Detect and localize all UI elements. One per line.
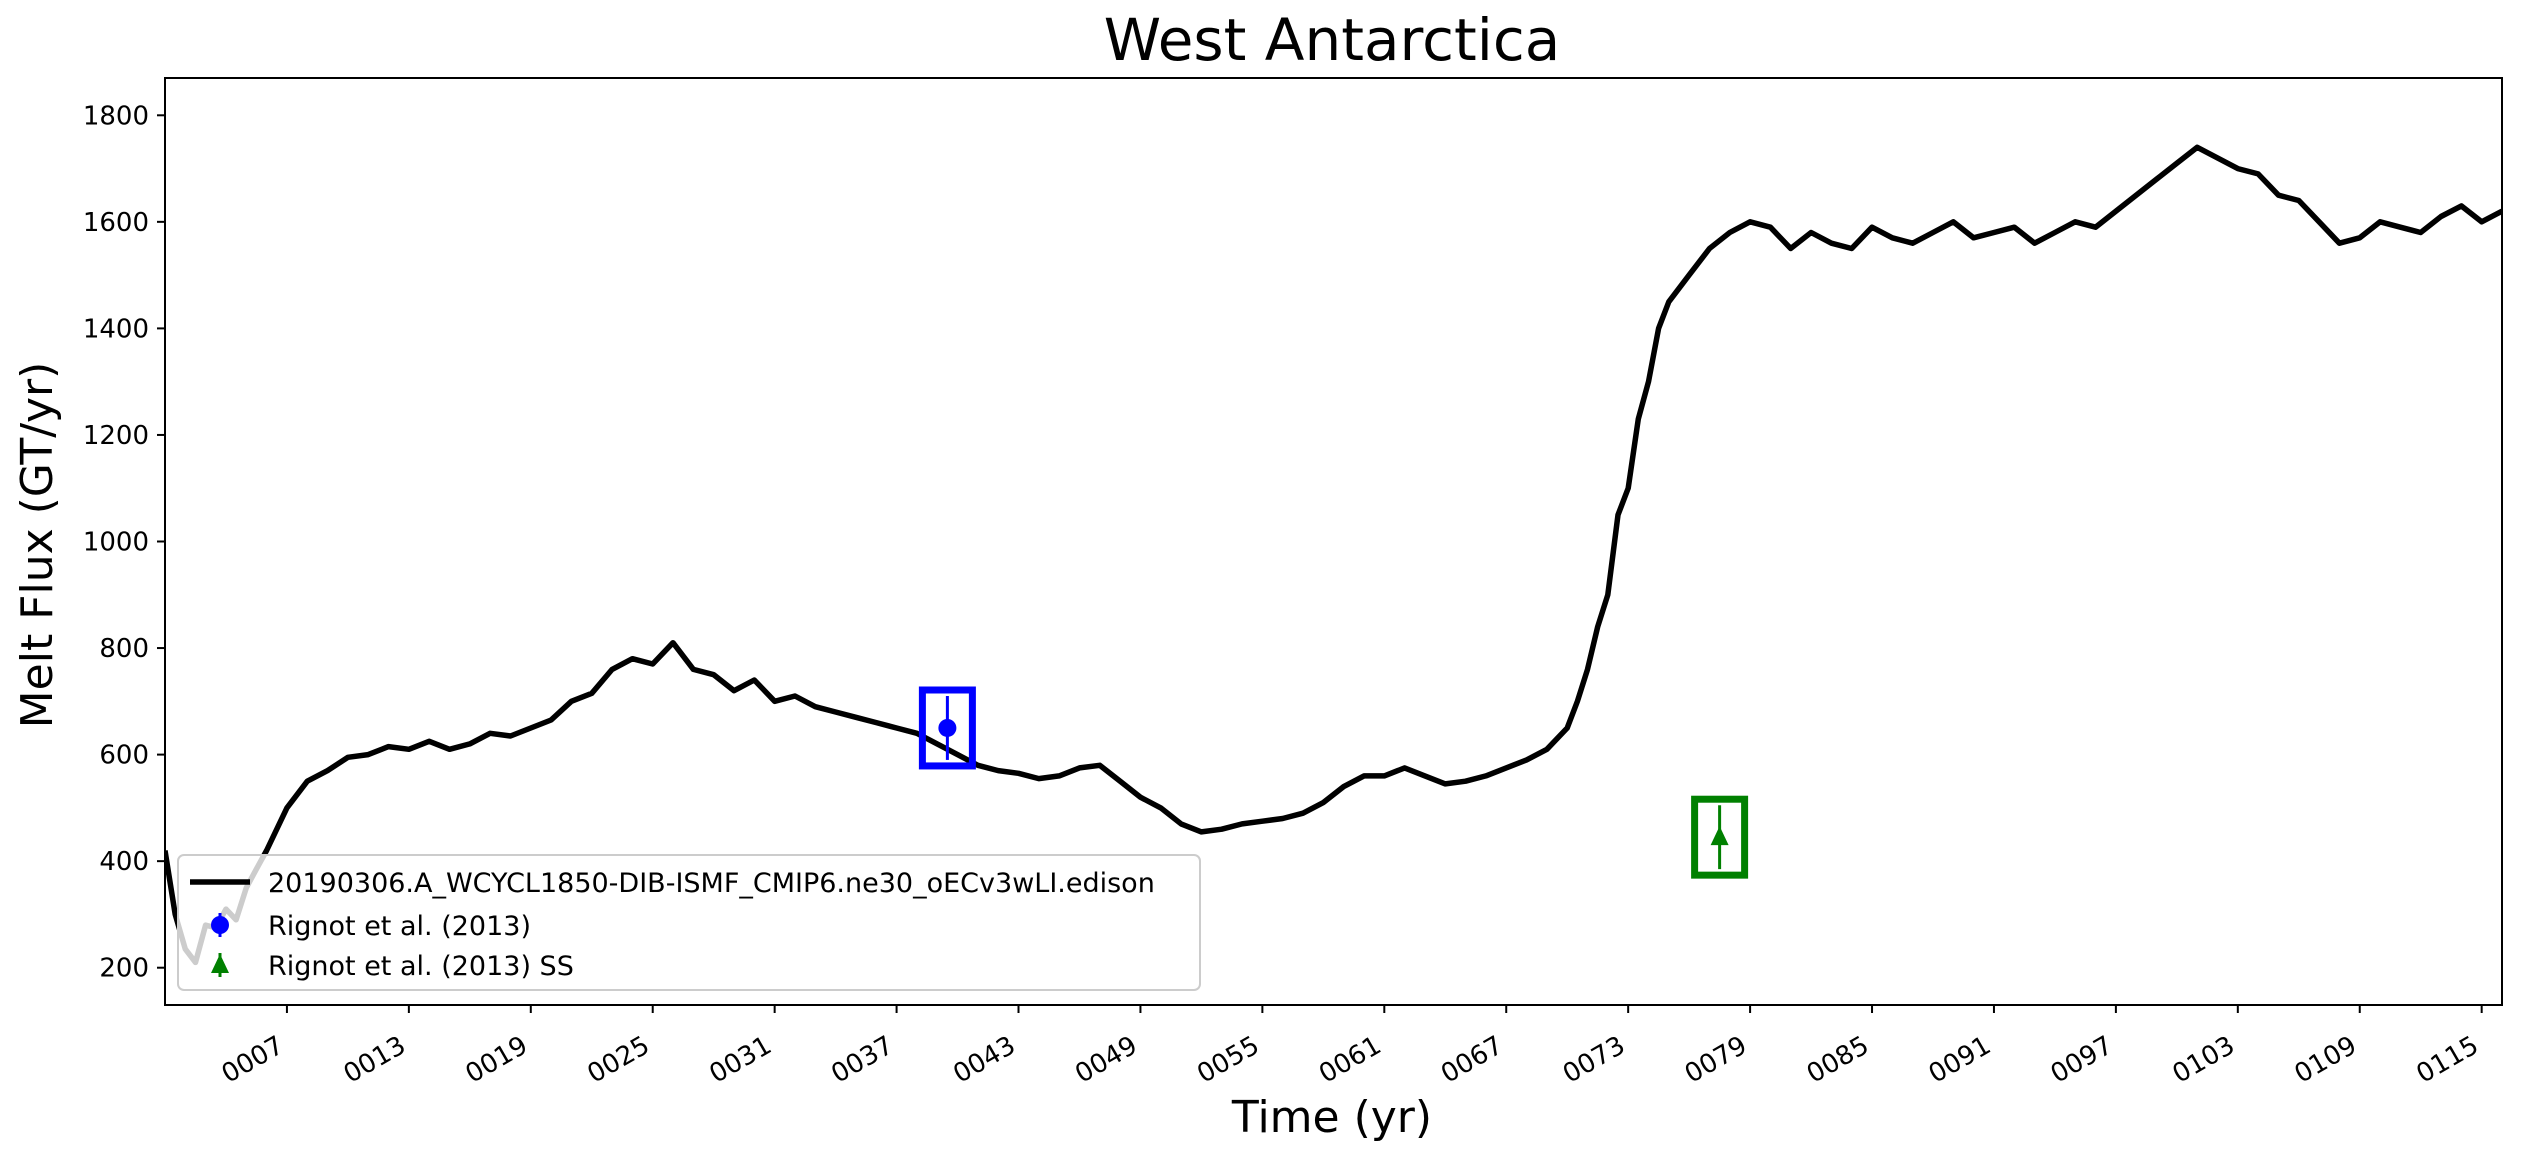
x-tick-label: 0031 (704, 1031, 776, 1090)
legend-label-obs-1: Rignot et al. (2013) SS (268, 951, 574, 982)
legend-label-series: 20190306.A_WCYCL1850-DIB-ISMF_CMIP6.ne30… (268, 868, 1155, 899)
y-axis-label: Melt Flux (GT/yr) (12, 362, 63, 729)
legend: 20190306.A_WCYCL1850-DIB-ISMF_CMIP6.ne30… (177, 854, 1201, 991)
x-tick-label: 0037 (826, 1031, 898, 1090)
x-tick-label: 0067 (1436, 1031, 1508, 1090)
x-tick-label: 0073 (1558, 1031, 1630, 1090)
x-axis-label: Time (yr) (1231, 1092, 1432, 1143)
series-line-0 (165, 144, 2502, 966)
x-tick-label: 0109 (2290, 1031, 2362, 1090)
x-tick-label: 0043 (948, 1031, 1020, 1090)
y-tick-label: 1600 (83, 208, 149, 238)
y-tick-label: 1000 (83, 528, 149, 558)
x-tick-label: 0115 (2412, 1031, 2484, 1090)
y-tick-label: 1200 (83, 421, 149, 451)
y-tick-label: 200 (99, 954, 149, 984)
x-tick-label: 0061 (1314, 1031, 1386, 1090)
obs-box-0 (918, 686, 976, 770)
x-tick-label: 0007 (217, 1031, 289, 1090)
legend-box (177, 854, 1201, 991)
x-tick-label: 0097 (2046, 1031, 2118, 1090)
y-tick-label: 400 (99, 847, 149, 877)
obs-box-1 (1691, 795, 1749, 879)
x-tick-label: 0085 (1802, 1031, 1874, 1090)
x-tick-label: 0091 (1924, 1031, 1996, 1090)
legend-marker-0 (211, 916, 229, 934)
x-tick-label: 0079 (1680, 1031, 1752, 1090)
x-tick-label: 0055 (1192, 1031, 1264, 1090)
y-tick-label: 1400 (83, 314, 149, 344)
y-tick-label: 600 (99, 741, 149, 771)
legend-marker-1 (211, 954, 229, 973)
obs-marker-0 (938, 718, 957, 737)
obs-marker-1 (1710, 826, 1729, 846)
x-tick-label: 0025 (583, 1031, 655, 1090)
chart-title: West Antarctica (1104, 6, 1561, 74)
legend-label-obs-0: Rignot et al. (2013) (268, 911, 531, 942)
y-tick-label: 1800 (83, 101, 149, 131)
x-tick-label: 0049 (1070, 1031, 1142, 1090)
x-tick-label: 0013 (339, 1031, 411, 1090)
x-tick-label: 0103 (2168, 1031, 2240, 1090)
x-tick-label: 0019 (461, 1031, 533, 1090)
y-tick-label: 800 (99, 634, 149, 664)
